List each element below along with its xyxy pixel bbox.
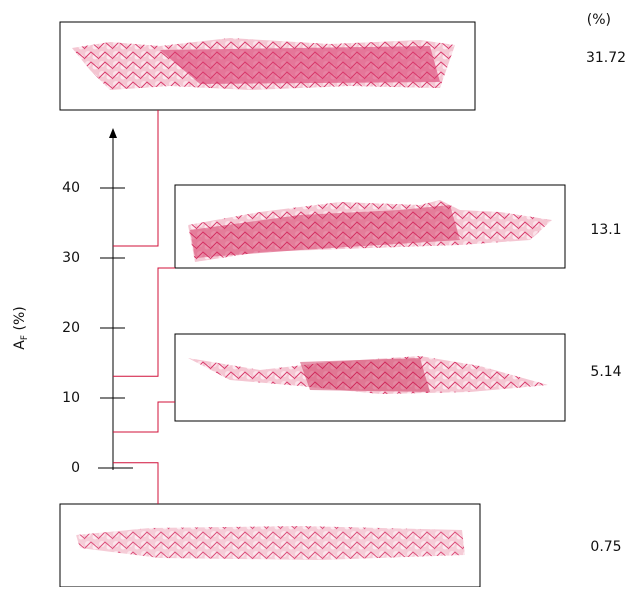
- axis-arrow: [109, 128, 117, 138]
- value-label: 5.14: [590, 364, 621, 380]
- connector: [113, 110, 159, 247]
- value-label: 0.75: [590, 539, 621, 555]
- y-tick-label: 0: [71, 460, 80, 476]
- y-tick-label: 20: [62, 320, 80, 336]
- connector: [113, 462, 159, 504]
- y-tick-label: 10: [62, 390, 80, 406]
- y-label-unit: (%): [12, 306, 28, 335]
- unit-label: (%): [587, 12, 611, 28]
- connector: [113, 401, 175, 433]
- y-label-sub: F: [20, 335, 30, 340]
- value-label: 31.72: [586, 50, 626, 66]
- y-tick-label: 30: [62, 250, 80, 266]
- value-label: 13.1: [590, 222, 621, 238]
- tissue-images: [59, 21, 566, 588]
- y-label-main: A: [12, 340, 28, 350]
- y-tick-label: 40: [62, 180, 80, 196]
- connector: [113, 267, 175, 377]
- y-axis-label: AF (%): [12, 306, 30, 349]
